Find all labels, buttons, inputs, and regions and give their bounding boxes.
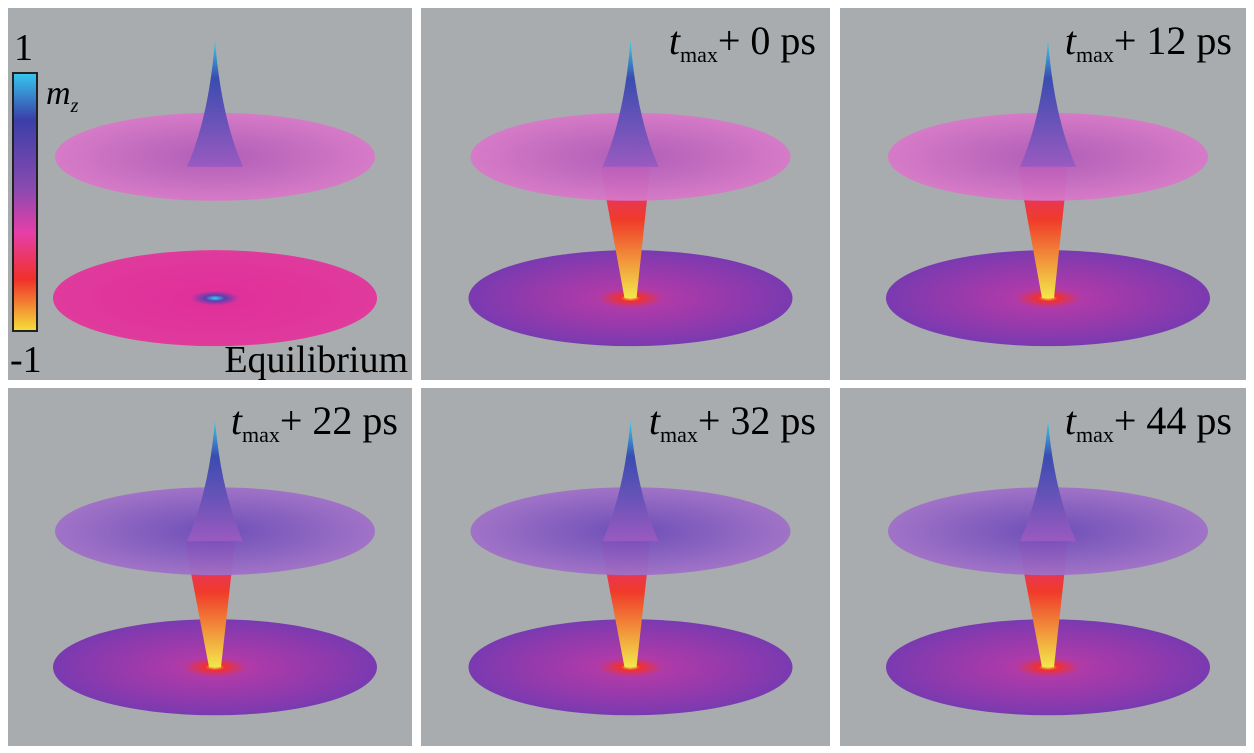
label-rest: + 22 ps [280,398,398,443]
panel: tmax+ 32 ps [421,388,830,746]
label-rest: + 44 ps [1114,398,1232,443]
figure: Equilibrium tmax+ 0 pstmax+ 12 ps tmax+ 22… [0,0,1254,753]
panel-label: Equilibrium [224,339,408,381]
label-rest: + 0 ps [718,18,816,63]
panel: tmax+ 44 ps [840,388,1246,746]
panel: tmax+ 12 ps [840,8,1246,380]
panel: tmax+ 0 ps [421,8,830,380]
label-sub: max [1076,422,1114,447]
bottom-disk [53,250,377,346]
label-rest: + 32 ps [698,398,816,443]
label-sub: max [660,422,698,447]
colorbar-var: m [46,75,71,112]
panel: Equilibrium [8,8,412,381]
panel: tmax+ 22 ps [8,388,412,746]
label-sub: max [680,42,718,67]
label-sub: max [242,422,280,447]
label-sub: max [1076,42,1114,67]
colorbar-max: 1 [14,27,33,69]
colorbar-min: -1 [10,339,42,381]
colorbar-scale [13,73,37,331]
label-rest: + 12 ps [1114,18,1232,63]
colorbar-sub: z [70,95,79,117]
